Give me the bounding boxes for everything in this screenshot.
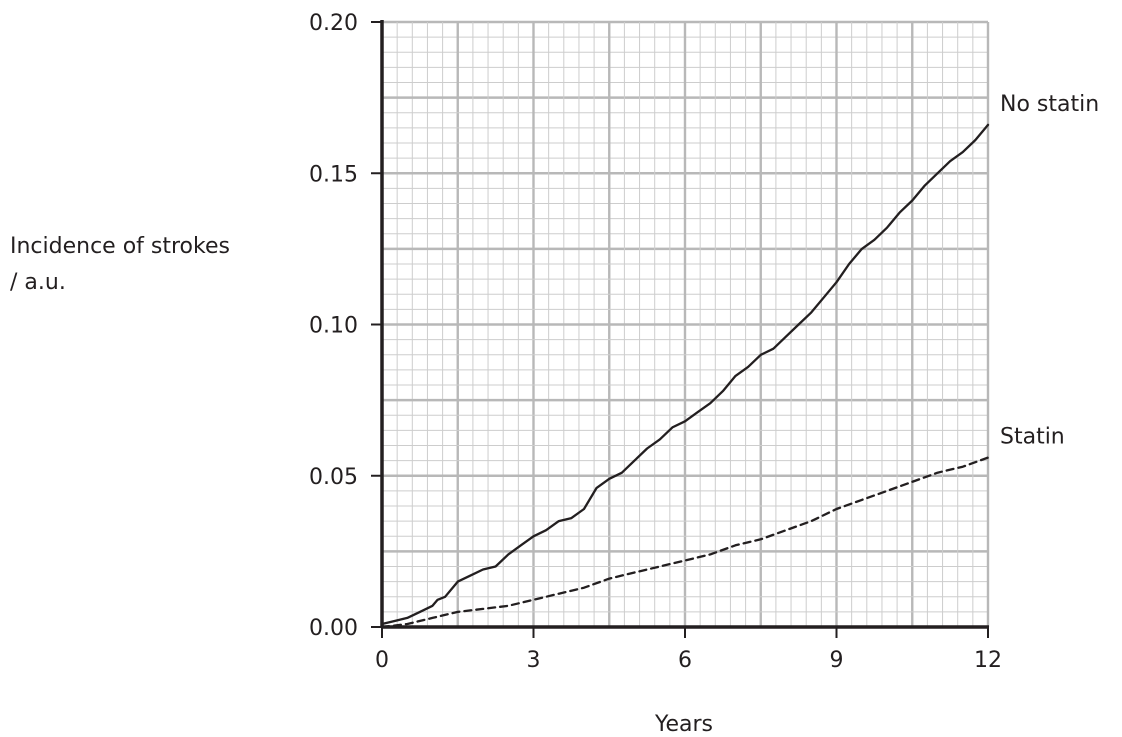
y-tick-label: 0.05 [309,465,358,490]
x-tick-label: 0 [375,648,389,673]
y-tick-label: 0.15 [309,162,358,187]
y-axis-label: Incidence of strokes [10,234,230,259]
y-tick-label: 0.10 [309,314,358,339]
y-axis-unit: / a.u. [10,270,66,295]
x-tick-label: 12 [974,648,1002,673]
x-axis-label: Years [654,712,713,737]
series-label-no-statin: No statin [1000,92,1099,117]
grid [380,20,990,629]
series-line-statin [380,456,990,629]
y-ticks: 0.00 0.05 0.10 0.15 0.20 [309,11,382,641]
x-tick-label: 9 [830,648,844,673]
x-tick-label: 6 [678,648,692,673]
y-tick-label: 0.20 [309,11,358,36]
x-tick-label: 3 [527,648,541,673]
x-ticks: 0 3 6 9 12 [375,627,1002,673]
series-line-no-statin [380,123,990,626]
series: No statin Statin [380,92,1099,629]
y-tick-label: 0.00 [309,616,358,641]
series-label-statin: Statin [1000,425,1065,450]
